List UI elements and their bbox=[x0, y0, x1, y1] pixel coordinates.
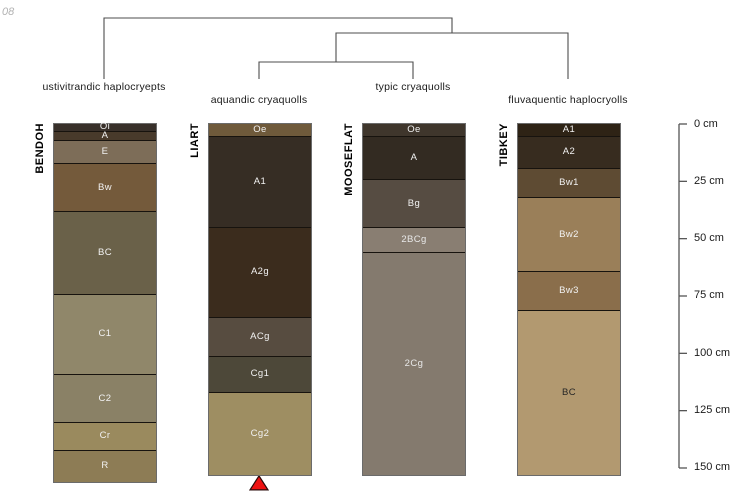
horizon-label: A2 bbox=[562, 146, 576, 158]
horizon-label: Bg bbox=[407, 197, 421, 209]
depth-tick-label: 50 cm bbox=[694, 232, 724, 245]
horizon-e: E bbox=[54, 140, 156, 163]
horizon-label: Oe bbox=[407, 123, 421, 135]
horizon-label: 2BCg bbox=[401, 234, 427, 246]
horizon-bw2: Bw2 bbox=[518, 197, 620, 271]
horizon-a2g: A2g bbox=[209, 227, 311, 317]
horizon-bc: BC bbox=[518, 309, 620, 475]
horizon-2bcg: 2BCg bbox=[363, 227, 465, 253]
horizon-label: C1 bbox=[98, 328, 112, 340]
horizon-c2: C2 bbox=[54, 374, 156, 423]
horizon-label: A bbox=[101, 129, 109, 141]
horizon-bw: Bw bbox=[54, 163, 156, 212]
horizon-c1: C1 bbox=[54, 293, 156, 374]
horizon-label: R bbox=[101, 460, 109, 472]
horizon-label: BC bbox=[98, 246, 112, 258]
horizon-label: 2Cg bbox=[404, 358, 424, 370]
horizon-a1: A1 bbox=[518, 124, 620, 136]
horizon-oe: Oe bbox=[209, 124, 311, 136]
profile-column-tibkey: A1 A2 Bw1 Bw2 Bw3 BC bbox=[517, 123, 621, 476]
profile-id-bendoh: BENDOH bbox=[34, 123, 46, 174]
horizon-a1: A1 bbox=[209, 135, 311, 228]
horizon-r: R bbox=[54, 449, 156, 482]
horizon-label: Bw1 bbox=[559, 176, 579, 188]
profile-column-bendoh: Oi A E Bw BC C1 C2 Cr R bbox=[53, 121, 157, 483]
horizon-label: ACg bbox=[250, 330, 270, 342]
horizon-label: BC bbox=[562, 386, 576, 398]
depth-tick-label: 0 cm bbox=[694, 117, 718, 130]
group-label-mooseflat: typic cryaquolls bbox=[375, 81, 451, 93]
horizon-bg: Bg bbox=[363, 179, 465, 228]
corner-timestamp-text: 08 bbox=[2, 6, 15, 18]
depth-tick-label: 125 cm bbox=[694, 404, 731, 417]
horizon-oi: Oi bbox=[54, 121, 156, 133]
horizon-label: A1 bbox=[562, 123, 576, 135]
horizon-a: A bbox=[363, 135, 465, 180]
depth-tick-label: 150 cm bbox=[694, 461, 731, 474]
horizon-label: A bbox=[410, 151, 418, 163]
dendrogram-merge-2 bbox=[103, 17, 453, 79]
horizon-label: Bw2 bbox=[559, 228, 579, 240]
horizon-a2: A2 bbox=[518, 135, 620, 168]
horizon-label: Bw3 bbox=[559, 284, 579, 296]
horizon-label: C2 bbox=[98, 392, 112, 404]
horizon-bc: BC bbox=[54, 211, 156, 294]
horizon-2cg: 2Cg bbox=[363, 252, 465, 475]
horizon-label: A1 bbox=[253, 175, 267, 187]
group-label-liart: aquandic cryaquolls bbox=[210, 94, 308, 106]
horizon-cr: Cr bbox=[54, 422, 156, 450]
dendrogram-merge-0 bbox=[258, 61, 414, 79]
horizon-label: Cg2 bbox=[250, 428, 270, 440]
group-label-tibkey: fluvaquentic haplocryolls bbox=[508, 94, 628, 106]
horizon-label: Bw bbox=[98, 181, 112, 193]
horizon-bw1: Bw1 bbox=[518, 167, 620, 198]
horizon-label: A2g bbox=[250, 266, 270, 278]
horizon-label: Oi bbox=[99, 121, 111, 133]
profile-id-tibkey: TIBKEY bbox=[498, 123, 510, 167]
horizon-label: Cg1 bbox=[250, 368, 270, 380]
group-label-bendoh: ustivitrandic haplocryepts bbox=[42, 81, 166, 93]
horizon-cg2: Cg2 bbox=[209, 392, 311, 475]
depth-tick-label: 100 cm bbox=[694, 346, 731, 359]
horizon-oe: Oe bbox=[363, 124, 465, 136]
profile-id-mooseflat: MOOSEFLAT bbox=[343, 123, 355, 196]
horizon-cg1: Cg1 bbox=[209, 355, 311, 393]
dendrogram-merge-1 bbox=[335, 32, 569, 79]
profile-id-liart: LIART bbox=[189, 123, 201, 158]
profile-column-mooseflat: Oe A Bg 2BCg 2Cg bbox=[362, 123, 466, 476]
horizon-bw3: Bw3 bbox=[518, 270, 620, 310]
depth-tick-label: 25 cm bbox=[694, 174, 724, 187]
depth-tick-label: 75 cm bbox=[694, 289, 724, 302]
red-triangle-marker bbox=[248, 474, 270, 491]
horizon-label: E bbox=[101, 146, 109, 158]
profile-column-liart: Oe A1 A2g ACg Cg1 Cg2 bbox=[208, 123, 312, 476]
horizon-acg: ACg bbox=[209, 316, 311, 356]
horizon-a: A bbox=[54, 131, 156, 140]
horizon-label: Oe bbox=[253, 123, 267, 135]
horizon-label: Cr bbox=[99, 430, 111, 442]
